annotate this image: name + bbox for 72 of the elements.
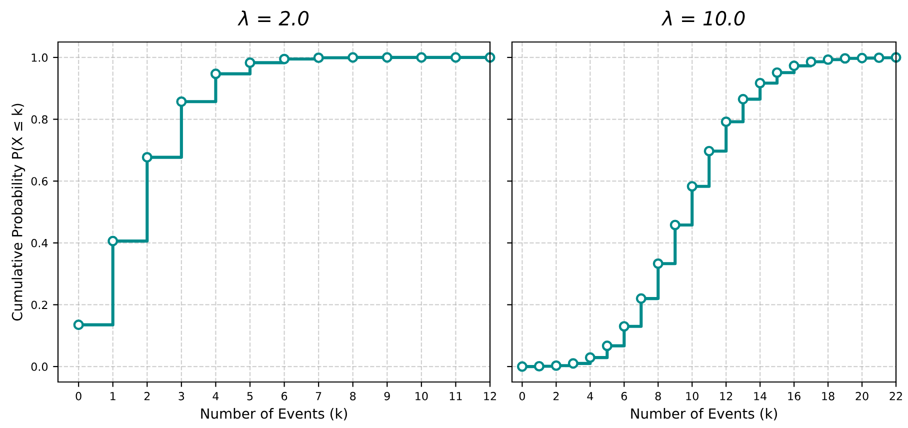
point	[244, 57, 256, 68]
point	[176, 96, 187, 107]
x-tick-label: 12	[720, 392, 732, 400]
point	[822, 54, 834, 65]
point	[874, 52, 884, 64]
point	[73, 320, 84, 330]
x-tick-label: 5	[247, 392, 253, 400]
x-axis-title: Number of Events (k)	[631, 408, 777, 420]
point	[602, 340, 612, 352]
x-tick-label: 12	[484, 392, 496, 400]
x-tick-label: 1	[110, 392, 116, 400]
point	[856, 52, 868, 64]
x-tick-label: 8	[350, 392, 356, 400]
point	[484, 52, 496, 63]
x-tick-label: 22	[890, 392, 902, 400]
point	[348, 52, 358, 63]
x-tick-label: 8	[655, 392, 661, 400]
chart-title: λ = 10.0	[661, 10, 745, 26]
x-tick-label: 4	[212, 392, 219, 400]
point	[720, 116, 732, 128]
x-tick-label: 4	[587, 392, 594, 400]
y-tick-label: 0.4	[31, 238, 48, 248]
x-tick-label: 2	[144, 392, 150, 400]
y-tick-label: 0.6	[31, 177, 48, 186]
point	[142, 152, 152, 163]
x-tick-label: 16	[788, 392, 800, 400]
x-tick-label: 6	[621, 392, 627, 400]
chart-title: λ = 2.0	[238, 10, 309, 26]
point	[450, 52, 461, 63]
point	[670, 220, 680, 230]
x-tick-label: 6	[282, 392, 288, 400]
point	[754, 78, 766, 88]
y-tick-label: 0.2	[31, 300, 48, 310]
y-tick-label: 0.8	[31, 115, 48, 124]
point	[618, 321, 630, 332]
point	[210, 68, 221, 80]
point	[279, 54, 290, 64]
point	[652, 258, 664, 269]
point	[313, 52, 324, 64]
point	[772, 67, 782, 78]
point	[806, 56, 816, 68]
point	[516, 361, 528, 372]
x-tick-label: 14	[754, 392, 767, 400]
point	[416, 52, 427, 63]
x-tick-label: 2	[553, 392, 559, 400]
point	[108, 236, 118, 246]
y-axis-title: Cumulative Probability P(X ≤ k)	[12, 104, 26, 321]
point	[738, 94, 748, 104]
x-tick-label: 10	[686, 392, 698, 400]
point	[568, 358, 578, 369]
x-tick-label: 11	[450, 392, 462, 400]
x-tick-label: 18	[822, 392, 834, 400]
point	[890, 52, 902, 63]
y-tick-label: 1.0	[32, 53, 48, 62]
x-tick-label: 10	[416, 392, 428, 400]
x-tick-label: 7	[316, 392, 322, 400]
point	[584, 352, 596, 363]
x-tick-label: 0	[76, 392, 82, 400]
point	[840, 53, 850, 64]
point	[534, 360, 544, 372]
point	[686, 181, 698, 192]
x-tick-label: 0	[519, 392, 525, 400]
x-tick-label: 3	[178, 392, 184, 400]
point	[704, 146, 714, 156]
x-axis-title: Number of Events (k)	[201, 408, 347, 420]
point	[788, 60, 800, 72]
point	[550, 360, 562, 371]
point	[382, 52, 392, 63]
x-tick-label: 20	[856, 392, 868, 400]
y-tick-label: 0.0	[31, 362, 48, 371]
point	[636, 293, 646, 304]
x-tick-label: 9	[384, 392, 390, 400]
